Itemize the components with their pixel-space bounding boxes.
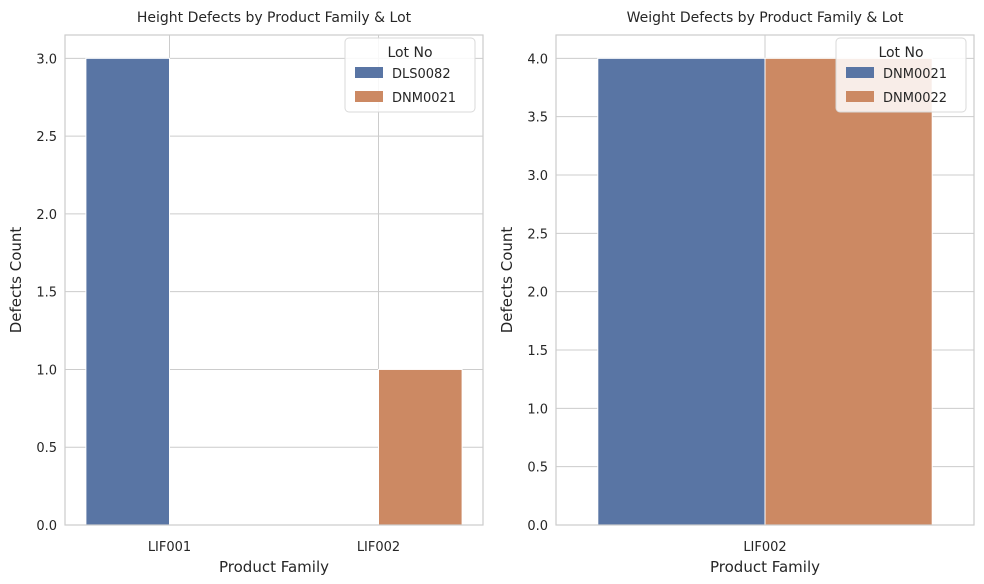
chart-title: Height Defects by Product Family & Lot	[137, 10, 412, 26]
y-tick-label: 4.0	[527, 52, 548, 67]
y-tick-label: 0.5	[527, 461, 548, 476]
chart-title: Weight Defects by Product Family & Lot	[627, 10, 904, 26]
axes-frame	[555, 34, 975, 526]
y-tick-label: 2.0	[36, 208, 57, 223]
legend-swatch	[355, 91, 383, 102]
y-tick-label: 0.0	[527, 519, 548, 534]
legend-title: Lot No	[878, 45, 923, 61]
y-tick-label: 1.5	[36, 286, 57, 301]
x-axis-label: Product Family	[710, 558, 820, 576]
height-defects-panel: 0.0 0.5 1.0 1.5 2.0 2.5 3.0 LIF001 LIF002 Height …	[7, 10, 484, 576]
legend-label: DNM0022	[883, 91, 947, 106]
y-tick-label: 2.5	[527, 227, 548, 242]
bar-dnm0022	[764, 57, 933, 526]
y-tick-label: 3.0	[527, 169, 548, 184]
x-axis-label: Product Family	[219, 558, 329, 576]
legend-label: DNM0021	[883, 67, 947, 82]
x-tick-label: LIF001	[148, 540, 191, 555]
legend-swatch	[846, 67, 874, 78]
legend: Lot No DNM0021 DNM0022	[835, 37, 967, 113]
x-tick-label: LIF002	[743, 540, 786, 555]
y-tick-label: 3.0	[36, 52, 57, 67]
bar-dnm0021	[597, 57, 766, 526]
y-tick-label: 0.0	[36, 519, 57, 534]
y-tick-label: 1.0	[36, 363, 57, 378]
legend-label: DLS0082	[392, 67, 451, 82]
bar-dnm0021	[378, 368, 463, 526]
y-tick-label: 0.5	[36, 441, 57, 456]
legend-swatch	[355, 67, 383, 78]
y-tick-label: 2.5	[36, 130, 57, 145]
y-tick-label: 1.0	[527, 402, 548, 417]
y-tick-label: 2.0	[527, 286, 548, 301]
weight-defects-panel: 0.0 0.5 1.0 1.5 2.0 2.5 3.0 3.5 4.0 LIF002 Weight …	[498, 10, 975, 576]
bar-dls0082	[85, 57, 170, 526]
axes-frame	[64, 34, 484, 526]
legend-swatch	[846, 91, 874, 102]
y-tick-label: 3.5	[527, 111, 548, 126]
legend-title: Lot No	[387, 45, 432, 61]
y-axis-label: Defects Count	[498, 227, 516, 334]
legend-label: DNM0021	[392, 91, 456, 106]
y-axis-label: Defects Count	[7, 227, 25, 334]
y-tick-label: 1.5	[527, 344, 548, 359]
x-tick-label: LIF002	[357, 540, 400, 555]
legend: Lot No DLS0082 DNM0021	[344, 37, 476, 113]
